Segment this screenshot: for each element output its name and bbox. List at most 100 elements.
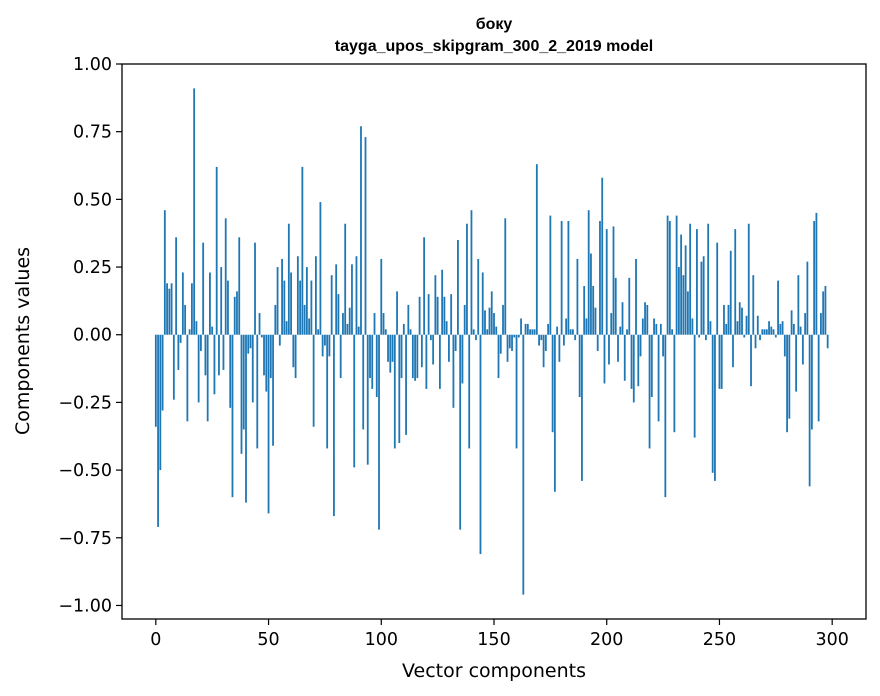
bar-280 (786, 334, 788, 433)
bar-93 (364, 137, 367, 335)
bar-108 (398, 334, 401, 444)
bar-73 (319, 202, 322, 335)
bar-238 (691, 318, 694, 335)
bar-135 (459, 334, 462, 530)
bar-31 (224, 218, 227, 335)
bar-243 (702, 256, 705, 335)
bar-270 (763, 329, 766, 335)
bar-61 (292, 334, 295, 368)
bar-164 (524, 323, 527, 335)
bar-206 (619, 326, 622, 335)
bar-70 (312, 334, 315, 427)
bar-91 (360, 126, 362, 335)
bar-256 (732, 334, 734, 368)
bar-220 (650, 334, 653, 397)
bar-102 (384, 329, 387, 335)
bar-282 (790, 310, 793, 335)
bar-193 (590, 253, 592, 335)
bar-27 (215, 166, 218, 335)
bar-253 (725, 323, 728, 335)
bar-49 (265, 334, 268, 392)
bar-170 (538, 334, 540, 346)
bar-273 (770, 326, 773, 335)
bar-18 (195, 321, 198, 335)
bar-126 (438, 334, 441, 389)
bar-89 (355, 256, 358, 335)
bar-278 (781, 321, 784, 335)
bar-294 (817, 334, 820, 422)
bar-118 (420, 334, 423, 368)
bar-4 (163, 210, 166, 335)
bar-56 (281, 258, 283, 335)
bar-225 (662, 334, 664, 357)
bar-43 (251, 334, 254, 403)
bar-224 (659, 323, 662, 335)
bar-150 (493, 313, 495, 335)
y-tick-label: 1.00 (73, 55, 112, 75)
bar-227 (666, 215, 669, 335)
bar-78 (330, 275, 333, 335)
bar-40 (245, 334, 247, 503)
bar-247 (711, 334, 714, 473)
bar-76 (326, 334, 329, 449)
bar-258 (736, 321, 739, 335)
bar-101 (382, 313, 385, 335)
bar-17 (193, 88, 196, 335)
bar-245 (707, 223, 710, 335)
bar-201 (608, 334, 610, 365)
bar-296 (822, 291, 825, 335)
bar-288 (804, 313, 807, 335)
bar-233 (680, 234, 683, 335)
x-tick-label: 100 (365, 630, 398, 650)
y-tick-label: −0.75 (58, 529, 112, 549)
bar-205 (617, 334, 619, 362)
bar-189 (581, 334, 583, 481)
bar-272 (768, 321, 770, 335)
bar-111 (405, 334, 407, 435)
bar-291 (810, 334, 813, 430)
y-axis-ticks: 1.00 0.75 0.50 0.25 0.00 −0.25 −0.50 −0.75 −1.00 (58, 55, 122, 616)
chart-title-line1: боку (476, 16, 513, 33)
bar-29 (220, 267, 223, 335)
x-axis-ticks: 0 50 100 150 200 250 300 (150, 619, 849, 650)
bar-25 (211, 326, 214, 335)
bar-240 (696, 229, 698, 335)
bar-226 (664, 334, 667, 498)
bar-100 (380, 258, 383, 335)
plot-frame (121, 63, 867, 620)
bar-263 (747, 223, 750, 335)
bar-75 (324, 334, 326, 346)
bar-90 (357, 326, 360, 335)
bar-97 (373, 313, 376, 335)
bar-67 (305, 267, 308, 335)
bar-38 (240, 334, 243, 454)
bar-26 (213, 334, 216, 395)
bar-0 (154, 334, 157, 427)
bar-202 (610, 313, 613, 335)
bar-57 (283, 280, 286, 335)
bar-7 (170, 283, 173, 335)
bar-46 (258, 313, 261, 335)
bar-128 (443, 296, 446, 335)
bar-175 (549, 215, 552, 335)
bar-138 (466, 223, 468, 335)
bar-231 (675, 215, 678, 335)
bar-50 (267, 334, 270, 514)
bar-234 (682, 275, 685, 335)
bar-264 (750, 334, 752, 387)
bar-10 (177, 334, 180, 370)
bar-130 (448, 334, 450, 362)
bar-246 (709, 321, 712, 335)
bar-156 (506, 334, 509, 362)
bar-117 (418, 296, 421, 335)
bar-260 (741, 307, 743, 335)
bar-200 (605, 229, 608, 335)
bar-82 (339, 334, 342, 379)
bar-207 (621, 302, 624, 335)
bar-184 (569, 329, 572, 335)
bar-178 (556, 326, 559, 335)
bar-230 (673, 334, 676, 433)
bar-203 (612, 226, 615, 335)
bar-295 (820, 313, 822, 335)
bar-109 (400, 334, 403, 379)
